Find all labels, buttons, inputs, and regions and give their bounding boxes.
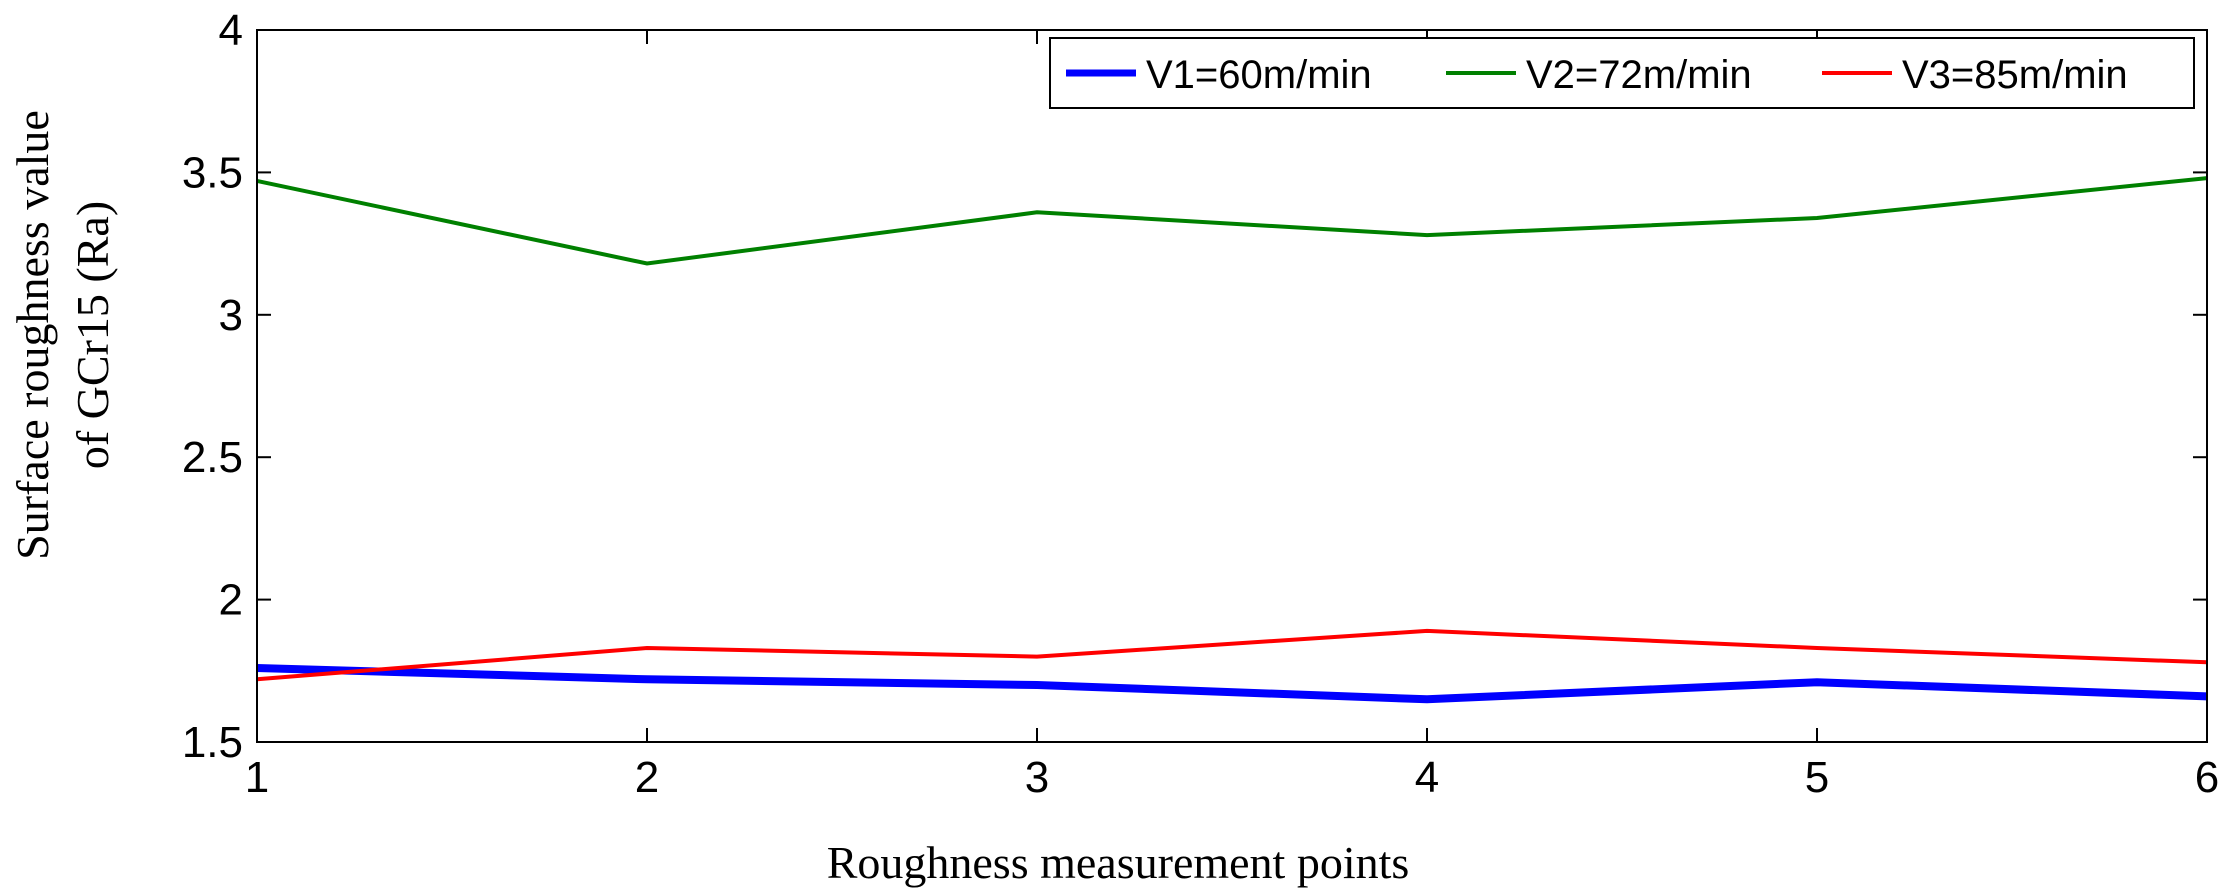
plot-area [257,30,2207,742]
y-tick-label: 3.5 [182,148,243,197]
x-tick-label: 1 [245,753,269,802]
plot-frame [256,29,2208,743]
axes-layer: 1 2 3 4 5 6 1.5 2 2.5 3 3.5 4 [182,6,2219,802]
x-tick-label: 2 [635,753,659,802]
legend-box [1049,37,2195,109]
y-tick-label: 1.5 [182,718,243,767]
series-line-3 [256,628,2208,682]
x-tick-label: 6 [2195,753,2219,802]
x-tick-label: 4 [1415,753,1439,802]
legend-label-v2: V2=72m/min [1526,53,1752,97]
y-tick-label: 4 [219,6,243,55]
x-tick-label: 5 [1805,753,1829,802]
x-tick-label: 3 [1025,753,1049,802]
plot-background [257,30,2207,742]
y-axis-title-line-2: of GCr15 (Ra) [67,201,118,469]
series-layer [256,176,2208,704]
y-tick-label: 3 [219,291,243,340]
y-tick-label: 2.5 [182,433,243,482]
series-line-1 [256,664,2208,704]
y-axis-title-line-1: Surface roughness value [7,110,58,560]
x-axis-title: Roughness measurement points [827,837,1410,888]
y-tick-label: 2 [219,576,243,625]
legend-label-v3: V3=85m/min [1902,53,2128,97]
legend: V1=60m/min V2=72m/min V3=85m/min [1049,37,2195,109]
series-line-2 [256,176,2208,266]
legend-label-v1: V1=60m/min [1146,53,1372,97]
